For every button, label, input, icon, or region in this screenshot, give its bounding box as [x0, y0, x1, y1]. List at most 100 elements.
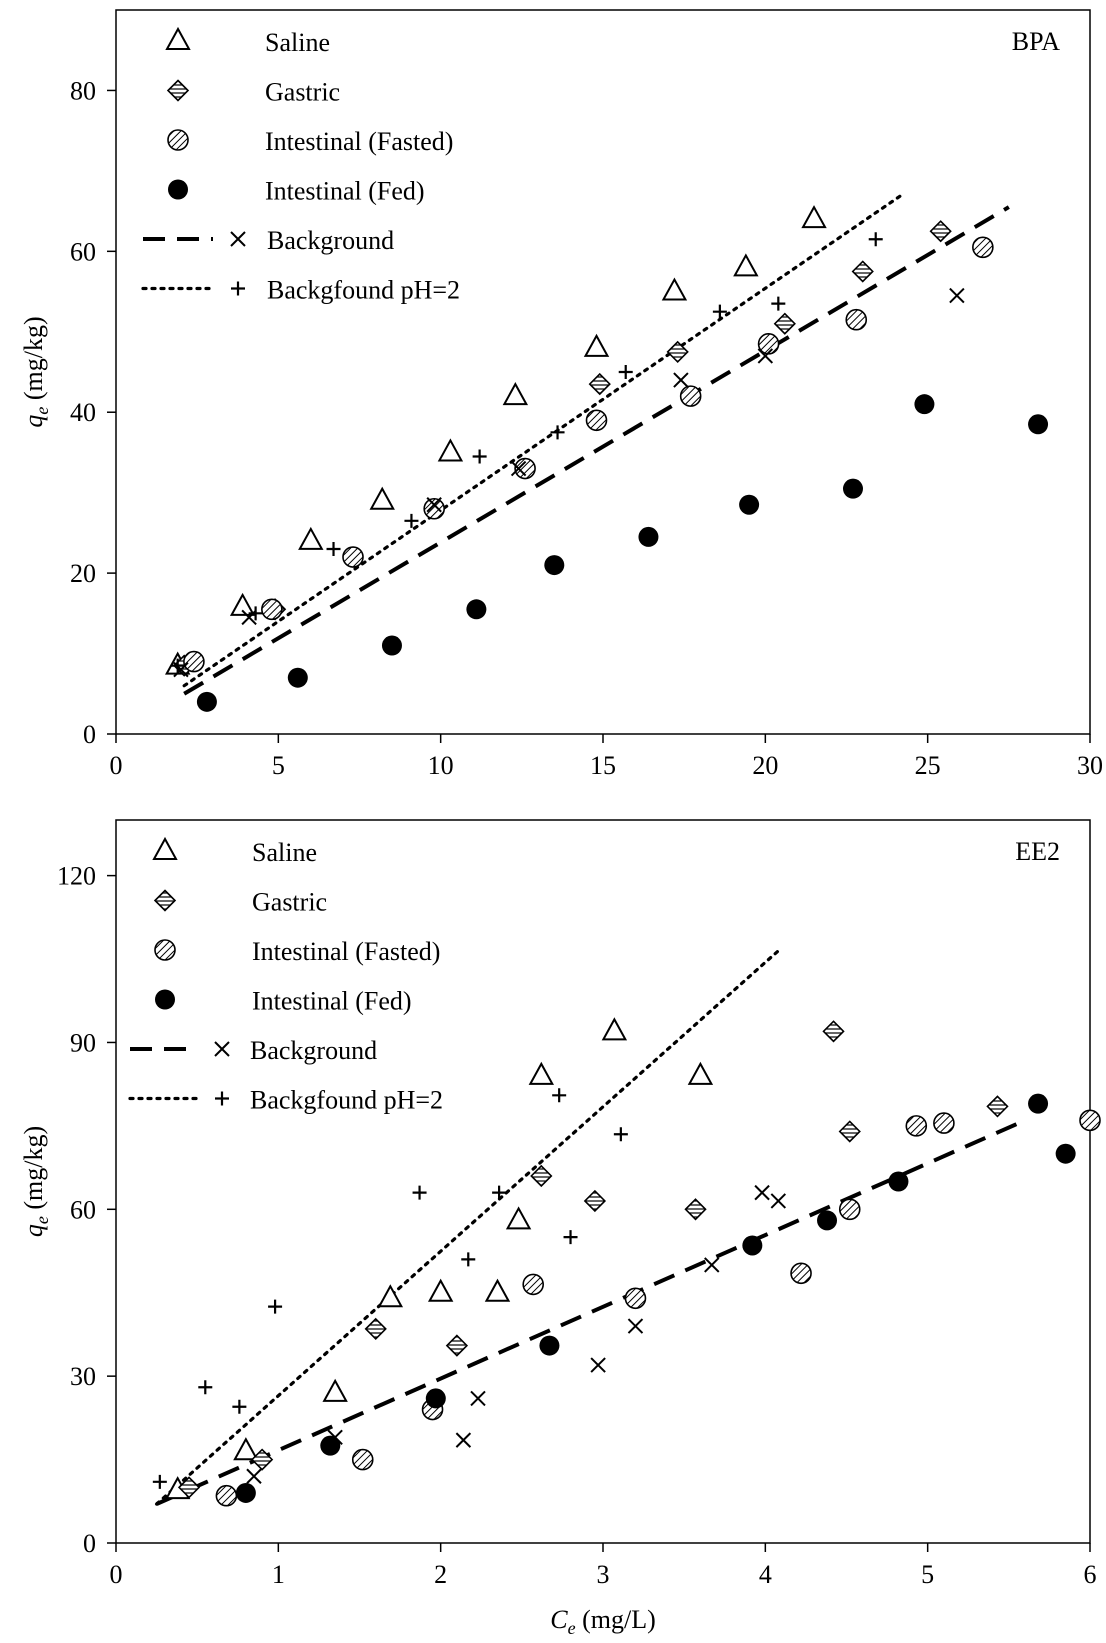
x-tick-label: 10	[428, 751, 454, 780]
background-point	[327, 1429, 343, 1446]
backgfound-ph-2-point	[552, 1088, 567, 1103]
backgfound-ph-2-point	[170, 658, 185, 673]
background-point	[590, 1357, 606, 1373]
saline-point	[801, 205, 827, 229]
x-tick-label: 30	[1077, 751, 1103, 780]
legend-label: Gastric	[265, 78, 340, 107]
saline-point	[733, 253, 759, 277]
y-tick-label: 20	[70, 559, 96, 588]
intestinal-fasted-point	[905, 1115, 928, 1137]
intestinal-fasted-point	[342, 546, 364, 568]
saline-point	[437, 438, 464, 462]
intestinal-fed-point	[1028, 414, 1049, 435]
legend-diamond-hatched-marker	[166, 79, 190, 102]
y-axis-label: qe (mg/kg)	[19, 316, 52, 427]
intestinal-fed-point	[1028, 1093, 1049, 1114]
saline-point	[583, 333, 610, 357]
intestinal-fasted-point	[215, 1484, 238, 1507]
x-tick-label: 0	[110, 1560, 123, 1589]
gastric-point	[838, 1120, 861, 1143]
x-tick-label: 15	[590, 751, 616, 780]
saline-series	[164, 1017, 714, 1500]
gastric-point	[986, 1095, 1009, 1118]
backgfound-ph-2-fit-line	[182, 193, 904, 688]
y-tick-label: 120	[57, 862, 96, 891]
intestinal-fed-point	[235, 1482, 256, 1503]
saline-point	[484, 1278, 511, 1302]
legend-diamond-hatched-marker	[153, 889, 177, 912]
saline-point	[229, 592, 256, 616]
legend-circle-hatched-marker	[154, 939, 176, 961]
intestinal-fasted-point	[423, 497, 445, 520]
intestinal-fed-point	[842, 478, 863, 499]
legend-label: Saline	[252, 838, 317, 867]
x-tick-label: 4	[759, 1560, 772, 1589]
legend-label: Backgfound pH=2	[250, 1086, 443, 1115]
x-tick-label: 1	[272, 1560, 285, 1589]
intestinal-fed-point	[539, 1335, 560, 1356]
backgfound-ph-2-point	[613, 1127, 628, 1142]
gastric-point	[851, 260, 874, 283]
x-tick-label: 20	[752, 751, 778, 780]
background-point	[770, 1193, 787, 1209]
backgfound-ph-2-fit-line	[154, 946, 784, 1506]
intestinal-fed-point	[638, 526, 659, 547]
gastric-point	[250, 1448, 274, 1471]
intestinal-fed-point	[320, 1435, 341, 1456]
backgfound-ph-2-point	[618, 365, 633, 379]
legend-item-background: Background	[130, 1036, 377, 1065]
intestinal-fasted-point	[933, 1112, 955, 1134]
intestinal-fasted-series	[183, 236, 994, 673]
legend-item-gastric: Gastric	[153, 888, 327, 917]
gastric-point	[588, 372, 611, 396]
gastric-point	[822, 1020, 845, 1043]
y-tick-label: 40	[70, 398, 96, 427]
plot-frame	[115, 9, 1091, 735]
backgfound-ph-2-point	[198, 1380, 213, 1395]
gastric-point	[445, 1334, 469, 1357]
legend-label: Saline	[265, 28, 330, 57]
gastric-point	[773, 312, 796, 335]
saline-point	[528, 1061, 555, 1085]
intestinal-fed-point	[914, 394, 935, 415]
backgfound-ph-2-series	[152, 1088, 628, 1489]
background-point	[757, 348, 774, 364]
legend-x-marker	[214, 1041, 230, 1057]
x-axis-label: Ce (mg/L)	[550, 1605, 656, 1638]
background-point	[704, 1257, 720, 1273]
y-tick-label: 30	[70, 1362, 96, 1391]
intestinal-fasted-point	[972, 236, 994, 259]
x-tick-label: 6	[1084, 1560, 1097, 1589]
intestinal-fed-point	[287, 667, 308, 688]
x-tick-label: 5	[921, 1560, 934, 1589]
gastric-point	[530, 1164, 553, 1188]
saline-point	[505, 1206, 532, 1230]
background-fit-line	[183, 205, 1010, 696]
legend-plus-marker	[231, 281, 245, 296]
saline-point	[298, 526, 324, 550]
background-point	[426, 497, 442, 513]
intestinal-fasted-point	[790, 1262, 812, 1285]
gastric-point	[684, 1198, 707, 1221]
saline-point	[601, 1017, 628, 1041]
x-tick-label: 3	[597, 1560, 610, 1589]
x-tick-label: 0	[110, 751, 123, 780]
backgfound-ph-2-point	[550, 425, 565, 440]
intestinal-fasted-point	[845, 308, 868, 331]
intestinal-fed-point	[544, 555, 565, 576]
legend-label: Intestinal (Fasted)	[252, 937, 440, 966]
background-point	[627, 1318, 644, 1334]
background-point	[246, 1468, 262, 1484]
intestinal-fasted-point	[838, 1198, 861, 1221]
background-point	[455, 1432, 472, 1448]
backgfound-ph-2-series	[170, 232, 883, 673]
legend-item-background: Background	[143, 226, 394, 255]
saline-point	[687, 1061, 714, 1085]
backgfound-ph-2-point	[472, 449, 487, 464]
legend-plus-marker	[215, 1091, 229, 1106]
legend-item-intestinal-fed: Intestinal (Fed)	[155, 987, 412, 1016]
intestinal-fed-point	[742, 1235, 763, 1256]
intestinal-fasted-point	[522, 1273, 544, 1296]
background-point	[510, 460, 527, 477]
legend-label: Background	[250, 1036, 377, 1065]
